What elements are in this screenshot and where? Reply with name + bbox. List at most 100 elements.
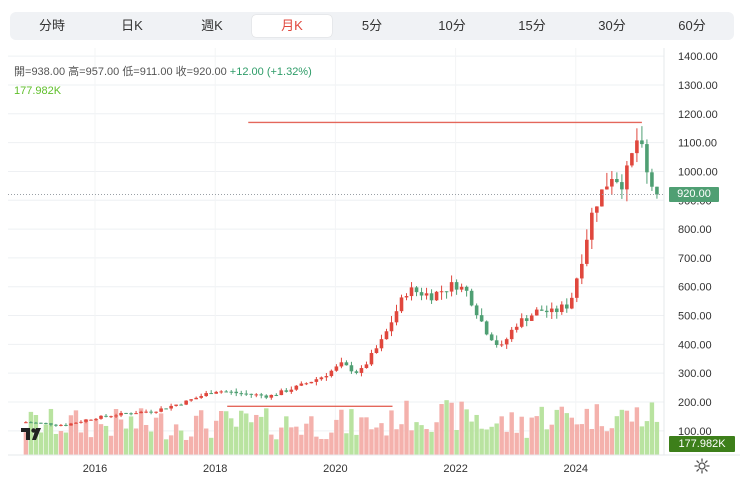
volume-bar [83, 419, 89, 455]
candle-body [179, 404, 183, 406]
tab-monthly[interactable]: 月K [252, 15, 332, 37]
high-label: 高= [68, 66, 86, 78]
tab-intraday[interactable]: 分時 [38, 18, 65, 33]
tab-daily[interactable]: 日K [121, 18, 143, 33]
volume-bar [73, 410, 79, 455]
volume-bar [224, 411, 229, 455]
candle-body [309, 381, 314, 384]
volume-bar [269, 434, 274, 455]
candle-body [419, 292, 424, 296]
tab-60min[interactable]: 60分 [678, 18, 706, 33]
candle-body [384, 331, 389, 340]
y-tick-label: 300.00 [678, 368, 712, 380]
candle-body [650, 172, 654, 187]
candle-body [534, 309, 539, 316]
candle-body [564, 304, 569, 309]
volume-bar [163, 439, 169, 455]
volume-bar [344, 433, 349, 455]
volume-bar [604, 431, 610, 455]
volume-bar [334, 419, 339, 455]
candle-body [489, 334, 494, 341]
volume-bar [188, 436, 194, 455]
candle-body [29, 422, 33, 424]
volume-bar [464, 409, 469, 455]
volume-bar [249, 422, 254, 455]
candle-body [134, 413, 138, 415]
current-price-tag: 920.00 [669, 187, 719, 202]
tab-weekly[interactable]: 週K [201, 18, 223, 33]
y-tick-label: 400.00 [678, 339, 712, 351]
volume-bar [509, 412, 514, 455]
y-tick-label: 200.00 [678, 397, 712, 409]
y-tick-label: 1400.00 [678, 51, 718, 63]
candle-body [590, 212, 594, 240]
candle-body [479, 315, 484, 322]
candle-body [374, 348, 379, 354]
candle-body [99, 415, 103, 419]
volume-bar [183, 439, 189, 455]
candle-body [640, 140, 644, 145]
volume-bar [424, 429, 429, 455]
volume-bar [449, 402, 454, 455]
volume-bar [614, 416, 620, 455]
candle-body [64, 424, 68, 426]
volume-bar [309, 416, 314, 455]
tradingview-logo-icon [21, 428, 41, 440]
candle-body [54, 424, 58, 426]
tab-15min[interactable]: 15分 [518, 18, 546, 33]
candle-body [444, 291, 449, 293]
candle-body [204, 393, 208, 397]
volume-bar [369, 429, 374, 455]
tab-30min[interactable]: 30分 [598, 18, 626, 33]
candle-body [324, 376, 329, 378]
volume-bar [619, 409, 625, 455]
volume-bar [504, 431, 509, 455]
volume-bar [454, 429, 459, 455]
volume-bar [534, 416, 539, 455]
volume-bar [419, 425, 424, 455]
volume-bar [58, 431, 64, 455]
x-tick-label: 2024 [564, 463, 588, 475]
volume-bar [143, 424, 149, 455]
volume-bar [244, 413, 249, 455]
candle-body [359, 368, 364, 373]
volume-bar [429, 431, 434, 455]
volume-bar [304, 423, 309, 455]
candle-body [279, 390, 284, 396]
candles [24, 126, 659, 427]
candle-body [399, 297, 404, 312]
volume-bar [599, 426, 605, 455]
volume-bar [644, 421, 650, 455]
candle-body [379, 339, 384, 349]
volume-bar [399, 424, 404, 455]
tab-5min[interactable]: 5分 [361, 18, 383, 33]
candle-body [44, 422, 48, 424]
volume-bar [239, 410, 244, 455]
volume-bar [329, 432, 334, 455]
candle-body [224, 391, 229, 393]
candle-body [575, 278, 579, 298]
tab-10min[interactable]: 10分 [438, 18, 466, 33]
candle-body [610, 179, 614, 187]
candle-body [94, 418, 98, 420]
candle-body [124, 412, 128, 414]
volume-bar [349, 409, 354, 455]
volume-bar [364, 417, 369, 455]
candle-body [189, 399, 193, 401]
candle-body [354, 371, 359, 373]
drawn-lines [227, 121, 642, 407]
candle-body [104, 415, 108, 417]
settings-gear-icon[interactable] [694, 458, 710, 474]
volume-bar [404, 400, 409, 455]
volume-bar [279, 427, 284, 455]
volume-bars [23, 400, 660, 455]
volume-bar [28, 411, 34, 455]
candle-body [219, 391, 224, 393]
volume-bar [324, 439, 329, 455]
candle-body [289, 389, 294, 392]
candle-body [605, 186, 609, 190]
volume-bar [359, 417, 364, 455]
candle-body [239, 393, 244, 395]
candle-body [474, 305, 479, 316]
